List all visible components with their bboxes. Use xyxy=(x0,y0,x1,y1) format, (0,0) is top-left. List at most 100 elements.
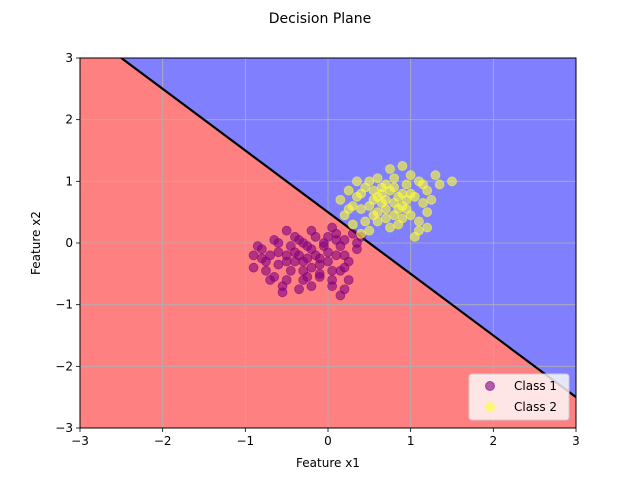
y-tick-label-0: −3 xyxy=(55,421,73,435)
point-class-2 xyxy=(434,179,445,190)
point-class-2 xyxy=(409,191,420,202)
point-class-2 xyxy=(335,194,346,205)
point-class-2 xyxy=(401,179,412,190)
point-class-1 xyxy=(261,265,271,276)
point-class-2 xyxy=(397,213,408,224)
point-class-2 xyxy=(385,222,395,233)
x-tick-label-4: 1 xyxy=(407,434,415,448)
point-class-2 xyxy=(356,228,366,239)
point-class-1 xyxy=(281,250,292,261)
point-class-1 xyxy=(318,238,329,248)
point-class-1 xyxy=(248,250,259,261)
scatter-points xyxy=(248,161,457,301)
point-class-1 xyxy=(339,250,350,261)
point-class-1 xyxy=(339,284,350,295)
point-class-1 xyxy=(269,235,280,245)
x-tick-label-5: 2 xyxy=(490,434,498,448)
y-axis-ticks: −3 −2 −1 0 1 2 3 xyxy=(55,51,80,435)
x-tick-label-1: −2 xyxy=(154,434,172,448)
point-class-2 xyxy=(389,173,400,184)
point-class-1 xyxy=(265,275,276,285)
point-class-2 xyxy=(426,194,437,205)
point-class-1 xyxy=(294,284,304,295)
point-class-1 xyxy=(285,265,296,276)
grid-lines xyxy=(80,58,576,428)
point-class-2 xyxy=(401,204,412,214)
x-tick-label-3: 0 xyxy=(324,434,332,448)
point-class-2 xyxy=(418,198,428,208)
point-class-1 xyxy=(285,241,296,251)
point-class-1 xyxy=(335,265,346,276)
point-class-1 xyxy=(347,228,358,239)
point-class-1 xyxy=(306,225,317,236)
y-tick-label-2: −1 xyxy=(55,298,73,312)
x-tick-label-2: −1 xyxy=(236,434,254,448)
chart-title: Decision Plane xyxy=(269,11,371,27)
point-class-2 xyxy=(422,222,433,233)
point-class-2 xyxy=(430,170,441,181)
decision-boundary-line xyxy=(120,58,576,399)
legend-marker-class-2 xyxy=(485,402,495,412)
series-1-points xyxy=(248,222,366,301)
point-class-2 xyxy=(356,204,366,214)
point-class-1 xyxy=(306,262,317,273)
y-tick-label-4: 1 xyxy=(65,174,73,188)
legend: Class 1 Class 2 xyxy=(468,373,570,421)
point-class-2 xyxy=(364,201,375,211)
point-class-1 xyxy=(273,259,284,270)
point-class-2 xyxy=(368,210,379,221)
point-class-1 xyxy=(294,235,304,245)
point-class-1 xyxy=(323,256,333,267)
legend-label-class-2: Class 2 xyxy=(514,400,557,414)
point-class-1 xyxy=(256,253,267,264)
point-class-2 xyxy=(380,213,391,224)
y-tick-label-3: 0 xyxy=(65,236,73,250)
point-class-2 xyxy=(343,204,354,214)
point-class-1 xyxy=(306,281,317,292)
y-tick-label-1: −2 xyxy=(55,359,73,373)
point-class-2 xyxy=(343,185,354,196)
series-2-points xyxy=(335,161,457,242)
point-class-2 xyxy=(401,194,412,205)
point-class-2 xyxy=(389,198,400,208)
decision-region-class-2 xyxy=(80,58,576,428)
point-class-2 xyxy=(347,219,358,230)
point-class-2 xyxy=(409,231,420,242)
point-class-1 xyxy=(298,256,309,267)
point-class-2 xyxy=(414,216,424,227)
x-axis-ticks: −3 −2 −1 0 1 2 3 xyxy=(71,428,580,448)
y-tick-label-5: 2 xyxy=(65,113,73,127)
point-class-2 xyxy=(352,191,362,202)
point-class-2 xyxy=(418,179,428,190)
point-class-1 xyxy=(281,225,292,236)
x-tick-label-0: −3 xyxy=(71,434,89,448)
point-class-1 xyxy=(331,250,342,261)
point-class-2 xyxy=(352,176,362,187)
legend-label-class-1: Class 1 xyxy=(514,379,557,393)
point-class-2 xyxy=(447,176,457,187)
point-class-2 xyxy=(372,191,383,202)
point-class-2 xyxy=(372,173,383,184)
point-class-1 xyxy=(343,275,354,285)
point-class-1 xyxy=(277,281,288,292)
x-tick-label-6: 3 xyxy=(572,434,580,448)
point-class-1 xyxy=(302,272,313,282)
point-class-1 xyxy=(302,241,313,251)
point-class-1 xyxy=(314,272,325,282)
point-class-2 xyxy=(385,185,395,196)
x-axis-label: Feature x1 xyxy=(296,456,360,470)
point-class-1 xyxy=(327,275,338,285)
y-tick-label-6: 3 xyxy=(65,51,73,65)
point-class-2 xyxy=(405,170,416,181)
point-class-1 xyxy=(323,247,333,258)
y-axis-label: Feature x2 xyxy=(29,211,43,275)
point-class-2 xyxy=(360,216,371,227)
point-class-2 xyxy=(422,207,433,218)
point-class-1 xyxy=(273,247,284,258)
point-class-2 xyxy=(397,161,408,171)
point-class-2 xyxy=(364,225,375,236)
plot-area xyxy=(80,58,576,428)
legend-marker-class-1 xyxy=(485,381,495,391)
point-class-2 xyxy=(360,182,371,193)
